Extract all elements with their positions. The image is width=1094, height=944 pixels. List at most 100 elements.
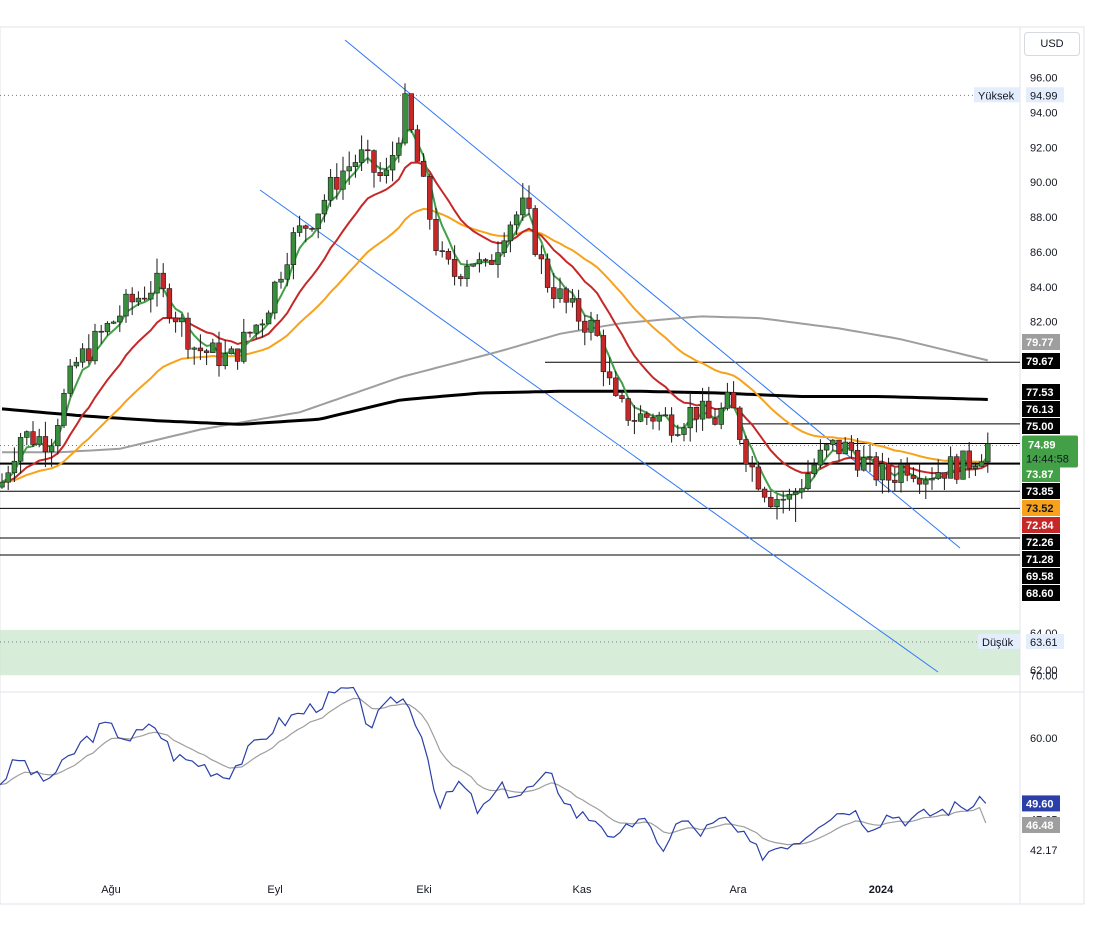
candle-body (17, 437, 24, 462)
candle-body (222, 353, 228, 367)
candle (321, 194, 328, 223)
time-tick-label: Kas (573, 884, 592, 896)
candle-body (439, 250, 445, 252)
candle (17, 432, 24, 474)
candle-body (520, 197, 526, 216)
candle-body (30, 431, 36, 445)
candle (929, 467, 935, 490)
candle (786, 488, 793, 511)
candle-body (228, 348, 235, 355)
candle (811, 458, 817, 478)
candle (123, 289, 129, 323)
candle (904, 457, 910, 482)
candle-body (408, 93, 414, 131)
candle-body (799, 488, 805, 493)
candle-body (960, 450, 966, 480)
candle-body (42, 436, 49, 453)
oscillator-value: 49.60 (1026, 798, 1054, 810)
candle (749, 455, 755, 482)
candle (799, 478, 805, 499)
low-value-bg (1026, 633, 1064, 649)
candle-body (377, 172, 383, 176)
candle-body (972, 466, 979, 469)
time-tick-label: Eki (416, 884, 431, 896)
candle-body (420, 160, 427, 177)
candle-body (532, 208, 538, 255)
candle (166, 283, 173, 324)
currency-selector[interactable]: USD (1024, 32, 1080, 56)
candle-body (451, 258, 458, 277)
candle-body (36, 436, 42, 445)
candle (737, 406, 743, 445)
candle-body (154, 272, 160, 294)
candle-body (141, 297, 148, 300)
oscillator-value-tag (1022, 795, 1060, 812)
candle (79, 343, 86, 368)
candle-body (681, 427, 687, 435)
candle (172, 311, 179, 333)
candle (247, 331, 253, 338)
candle (464, 259, 470, 287)
candle-body (272, 281, 278, 314)
price-tag-value: 68.60 (1026, 588, 1054, 600)
candle-body (55, 425, 61, 447)
candle (414, 124, 421, 162)
candle (92, 323, 98, 365)
candle (371, 149, 377, 188)
candle (160, 263, 166, 298)
candle (129, 287, 135, 316)
candle-body (600, 335, 607, 373)
candle-body (637, 413, 644, 422)
price-tag (1022, 334, 1060, 350)
candle-body (482, 259, 489, 261)
candle (377, 162, 383, 182)
low-label: Düşük (982, 637, 1014, 649)
candle-body (724, 391, 731, 409)
candle-body (861, 457, 867, 471)
candle-body (0, 481, 5, 488)
candle (278, 271, 284, 289)
candle (842, 437, 848, 455)
candle (724, 382, 731, 411)
candle (228, 346, 235, 355)
candle (148, 281, 154, 313)
candle-body (185, 317, 191, 350)
candle (135, 291, 142, 307)
candle-body (216, 342, 222, 367)
candle (489, 254, 495, 266)
candle (861, 445, 867, 472)
candle (73, 357, 80, 369)
candle-body (489, 259, 495, 265)
candle-body (805, 473, 811, 489)
candle (712, 408, 718, 426)
price-tag-value: 79.77 (1026, 337, 1054, 349)
candle (259, 319, 266, 338)
candle-body (947, 456, 954, 479)
price-tag-value: 77.53 (1026, 387, 1054, 399)
high-value: 94.99 (1030, 90, 1058, 102)
candle (495, 241, 501, 278)
candle (941, 472, 948, 490)
chart-frame (0, 26, 1085, 905)
candle-body (507, 224, 514, 242)
bar-countdown: 14:44:58 (1026, 453, 1069, 465)
candle (538, 245, 545, 275)
oscillator-tick-label: 60.00 (1030, 733, 1058, 745)
price-tag (1022, 517, 1060, 533)
last-price-tag (1022, 435, 1078, 468)
candle (551, 273, 557, 309)
candle (761, 486, 768, 503)
candle-body (309, 228, 315, 230)
candle-body (476, 259, 483, 265)
oscillator-tick-label: 70.00 (1030, 671, 1058, 683)
candle-body (321, 199, 328, 215)
candle-body (191, 347, 197, 350)
candle (730, 381, 737, 409)
channel-upper-line (344, 39, 961, 549)
candle-body (160, 272, 166, 289)
candle (563, 286, 569, 314)
candle-body (768, 496, 774, 508)
candle (104, 321, 111, 336)
